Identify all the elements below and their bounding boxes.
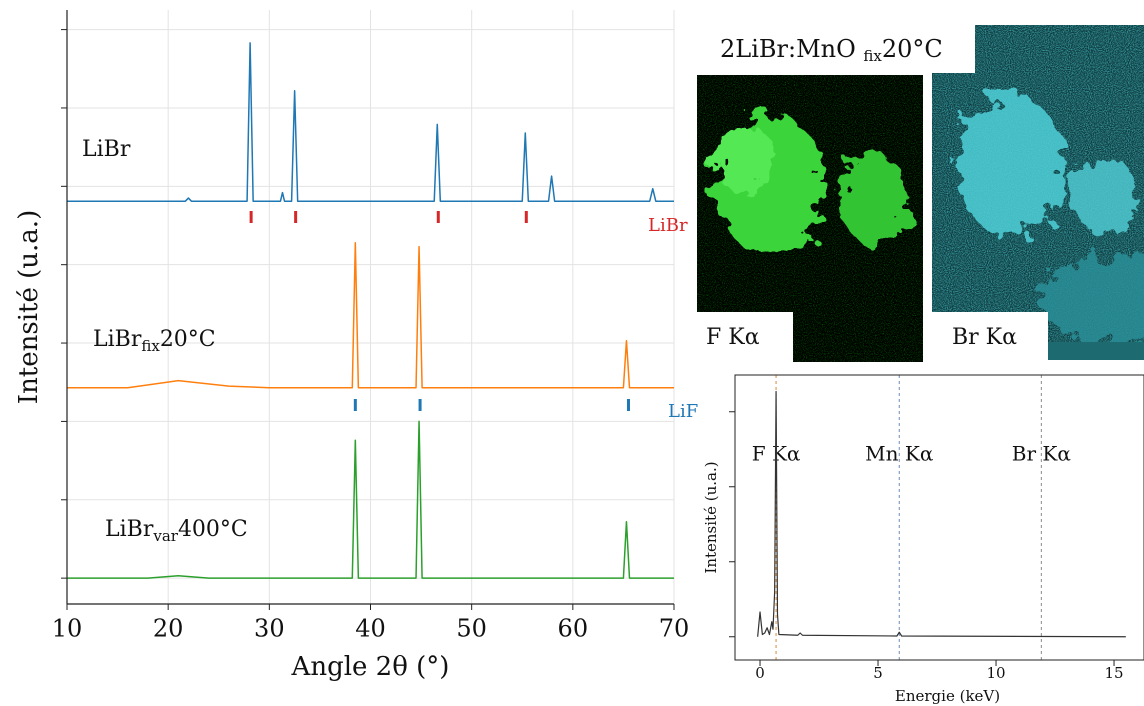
- x-tick-label: 70: [659, 615, 690, 643]
- series-name-suffix: 400°C: [178, 517, 248, 542]
- reference-peak: [249, 211, 253, 223]
- reference-peak: [418, 399, 422, 411]
- x-tick-label: 50: [456, 615, 487, 643]
- y-axis-label: Intensité (u.a.): [14, 210, 44, 404]
- series-line: [67, 241, 674, 389]
- series-line: [67, 420, 674, 579]
- reference-peak: [436, 211, 440, 223]
- series-label: LiBrfix20°C: [93, 327, 216, 355]
- map-title: 2LiBr:MnO fix20°C: [720, 35, 943, 66]
- f-map: [697, 75, 923, 362]
- x-tick-label: 5: [873, 664, 883, 682]
- x-tick-label: 40: [355, 615, 386, 643]
- series-name: LiBr: [82, 137, 131, 162]
- map-label: F Kα: [706, 325, 760, 350]
- x-axis-label: Energie (keV): [895, 687, 1000, 705]
- x-tick-label: 0: [755, 664, 765, 682]
- series-name: LiBr: [105, 517, 154, 542]
- x-tick-label: 10: [986, 664, 1005, 682]
- series-name-sub: fix: [141, 337, 160, 355]
- x-axis-label: Angle 2θ (°): [291, 652, 450, 682]
- x-tick-label: 10: [52, 615, 83, 643]
- reference-label: LiBr: [648, 215, 688, 236]
- reference-peak: [626, 399, 630, 411]
- reference-peak: [524, 211, 528, 223]
- reference-label: LiF: [668, 401, 698, 422]
- x-tick-label: 20: [153, 615, 184, 643]
- series-line: [757, 390, 1126, 638]
- series-name-suffix: 20°C: [160, 327, 216, 352]
- y-axis-label: Intensité (u.a.): [702, 461, 720, 573]
- series-line: [67, 42, 674, 202]
- line-label: Mn Kα: [865, 442, 933, 466]
- series-name: LiBr: [93, 327, 142, 352]
- axes-frame: [734, 374, 1144, 661]
- reference-peak: [294, 211, 298, 223]
- x-tick-label: 60: [558, 615, 589, 643]
- x-tick-label: 15: [1104, 664, 1123, 682]
- br-map: [932, 25, 1144, 360]
- x-tick-label: 30: [254, 615, 285, 643]
- series-label: LiBr: [82, 137, 131, 162]
- series-name-sub: var: [152, 527, 178, 545]
- reference-peak: [353, 399, 357, 411]
- series-label: LiBrvar400°C: [105, 517, 248, 545]
- map-label: Br Kα: [952, 325, 1017, 350]
- line-label: Br Kα: [1012, 442, 1071, 466]
